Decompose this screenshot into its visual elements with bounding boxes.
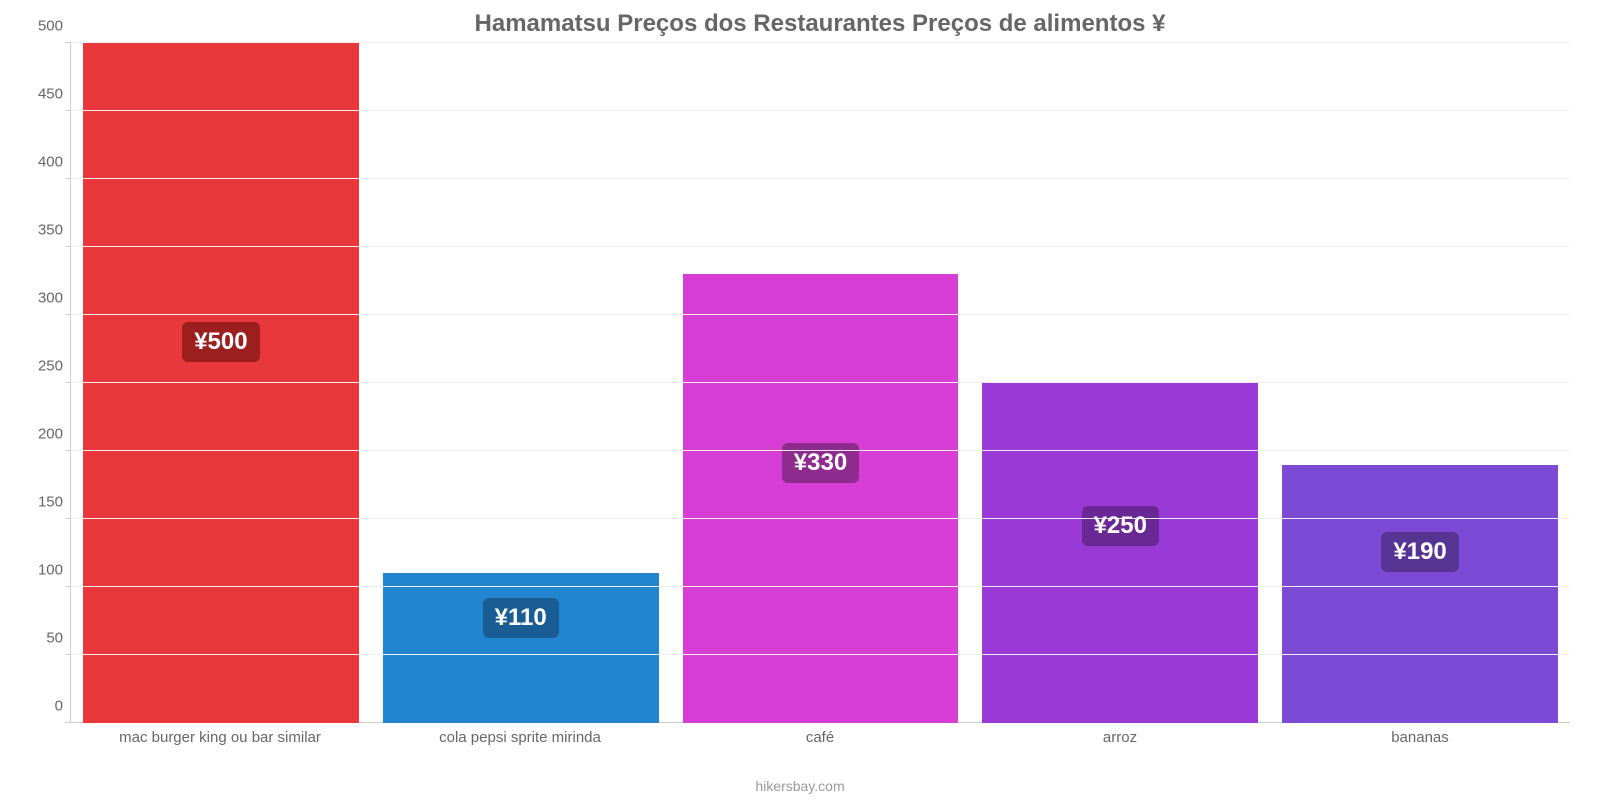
bar-slot: ¥250: [970, 43, 1270, 723]
value-label: ¥330: [782, 443, 859, 483]
y-tick-mark: [65, 382, 71, 383]
gridline: [71, 178, 1570, 179]
value-label: ¥190: [1381, 532, 1458, 572]
bar-chart: Hamamatsu Preços dos Restaurantes Preços…: [0, 0, 1600, 800]
x-axis-labels: mac burger king ou bar similarcola pepsi…: [70, 729, 1570, 746]
plot-region: ¥500¥110¥330¥250¥190 0501001502002503003…: [70, 43, 1570, 723]
x-tick-label: bananas: [1270, 729, 1570, 746]
bar-slot: ¥190: [1270, 43, 1570, 723]
x-tick-label: mac burger king ou bar similar: [70, 729, 370, 746]
bars-container: ¥500 ¥110 ¥330 ¥250 ¥190: [71, 43, 1570, 723]
x-tick-label: café: [670, 729, 970, 746]
gridline: [71, 110, 1570, 111]
gridline: [71, 382, 1570, 383]
y-tick-label: 450: [38, 86, 63, 103]
value-label: ¥110: [483, 598, 559, 638]
bar-slot: ¥110: [371, 43, 671, 723]
value-label: ¥500: [182, 322, 259, 362]
y-tick-label: 300: [38, 290, 63, 307]
bar: ¥190: [1282, 465, 1558, 723]
gridline: [71, 654, 1570, 655]
y-tick-mark: [65, 518, 71, 519]
bar: ¥250: [982, 383, 1258, 723]
y-tick-label: 350: [38, 222, 63, 239]
y-tick-mark: [65, 246, 71, 247]
y-tick-label: 150: [38, 494, 63, 511]
gridline: [71, 42, 1570, 43]
gridline: [71, 518, 1570, 519]
y-tick-label: 100: [38, 562, 63, 579]
y-tick-mark: [65, 450, 71, 451]
y-tick-label: 400: [38, 154, 63, 171]
y-tick-mark: [65, 654, 71, 655]
bar-slot: ¥330: [671, 43, 971, 723]
gridline: [71, 586, 1570, 587]
x-tick-label: cola pepsi sprite mirinda: [370, 729, 670, 746]
y-tick-mark: [65, 586, 71, 587]
y-tick-mark: [65, 178, 71, 179]
y-tick-label: 50: [46, 630, 63, 647]
gridline: [71, 450, 1570, 451]
chart-title: Hamamatsu Preços dos Restaurantes Preços…: [70, 10, 1570, 38]
gridline: [71, 314, 1570, 315]
bar-slot: ¥500: [71, 43, 371, 723]
y-tick-mark: [65, 722, 71, 723]
y-tick-label: 200: [38, 426, 63, 443]
value-label: ¥250: [1082, 506, 1159, 546]
y-tick-label: 250: [38, 358, 63, 375]
bar: ¥500: [83, 43, 359, 723]
attribution-text: hikersbay.com: [0, 778, 1600, 794]
y-tick-mark: [65, 314, 71, 315]
y-tick-mark: [65, 110, 71, 111]
bar: ¥110: [383, 573, 659, 723]
y-tick-mark: [65, 42, 71, 43]
y-tick-label: 0: [55, 698, 63, 715]
y-tick-label: 500: [38, 18, 63, 35]
gridline: [71, 246, 1570, 247]
x-tick-label: arroz: [970, 729, 1270, 746]
bar: ¥330: [683, 274, 959, 723]
